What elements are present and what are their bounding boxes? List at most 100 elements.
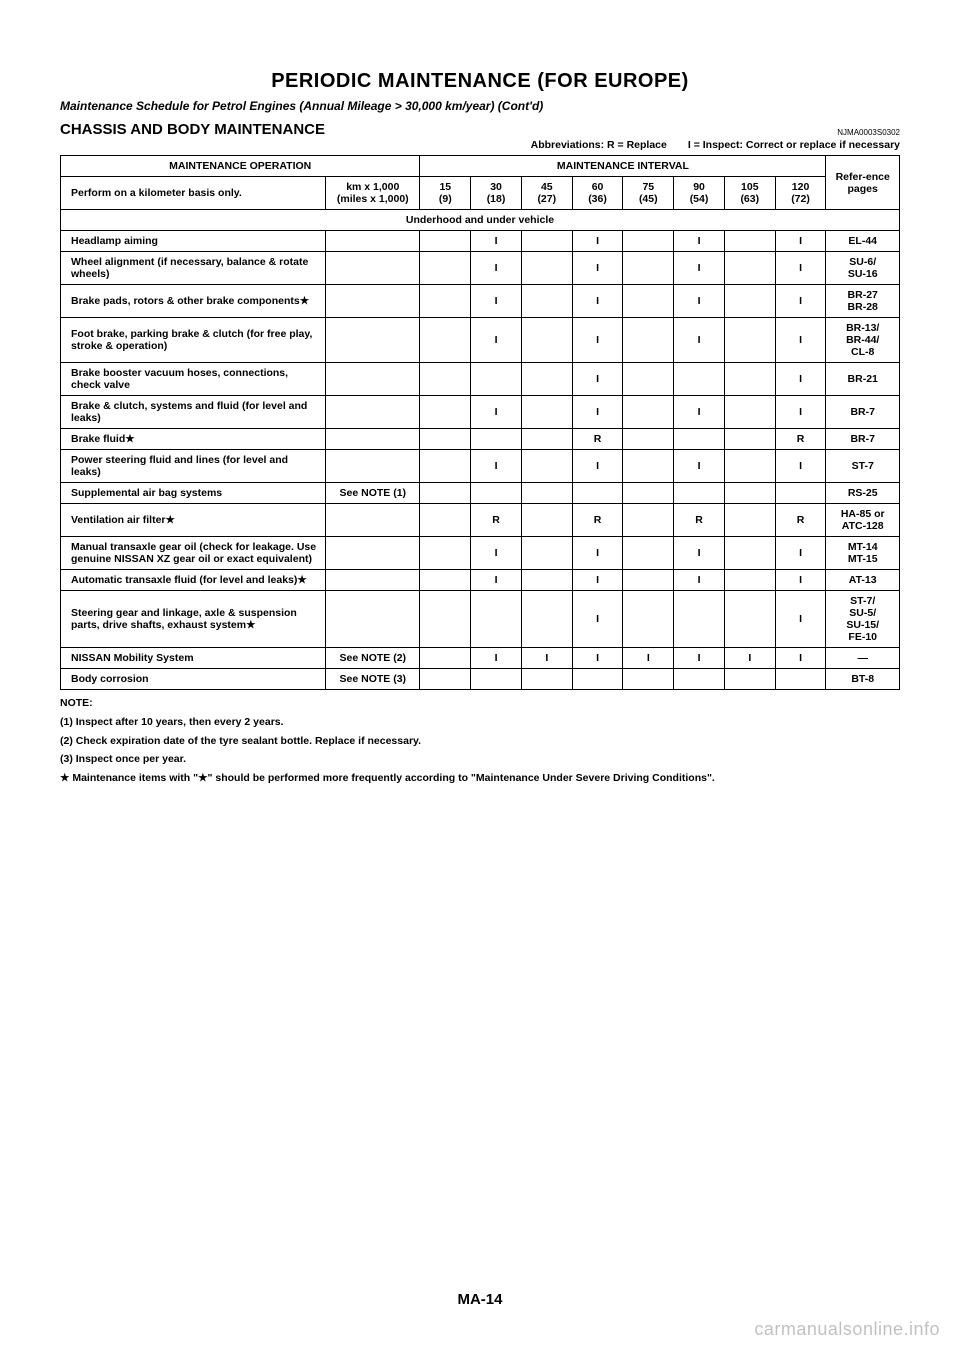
table-row: NISSAN Mobility SystemSee NOTE (2)IIIIII… (61, 648, 900, 669)
cell-interval: R (775, 429, 826, 450)
cell-operation: Brake booster vacuum hoses, connections,… (61, 363, 326, 396)
table-row: Body corrosionSee NOTE (3)BT-8 (61, 669, 900, 690)
cell-unit (326, 318, 420, 363)
cell-interval (471, 429, 522, 450)
table-head: MAINTENANCE OPERATION MAINTENANCE INTERV… (61, 156, 900, 210)
cell-interval (521, 483, 572, 504)
cell-interval (623, 591, 674, 648)
cell-interval: I (674, 252, 725, 285)
col-header-120: 120(72) (775, 177, 826, 210)
cell-interval (623, 504, 674, 537)
notes-title: NOTE: (60, 696, 900, 712)
cell-interval (623, 570, 674, 591)
cell-interval (471, 363, 522, 396)
cell-interval (521, 504, 572, 537)
col-header-unit: km x 1,000 (miles x 1,000) (326, 177, 420, 210)
cell-interval: I (471, 450, 522, 483)
cell-operation: Brake pads, rotors & other brake compone… (61, 285, 326, 318)
cell-interval: I (572, 363, 623, 396)
cell-interval (674, 429, 725, 450)
cell-interval (572, 669, 623, 690)
cell-interval: R (572, 429, 623, 450)
table-row: Wheel alignment (if necessary, balance &… (61, 252, 900, 285)
cell-interval (724, 483, 775, 504)
table-row: Power steering fluid and lines (for leve… (61, 450, 900, 483)
cell-reference: RS-25 (826, 483, 900, 504)
cell-interval: R (674, 504, 725, 537)
cell-reference: BR-21 (826, 363, 900, 396)
main-title: PERIODIC MAINTENANCE (FOR EUROPE) (60, 70, 900, 93)
subtitle: Maintenance Schedule for Petrol Engines … (60, 99, 900, 113)
table-row: Ventilation air filter★RRRRHA-85 or ATC-… (61, 504, 900, 537)
cell-operation: Foot brake, parking brake & clutch (for … (61, 318, 326, 363)
cell-interval: I (674, 648, 725, 669)
cell-interval (420, 252, 471, 285)
cell-operation: Automatic transaxle fluid (for level and… (61, 570, 326, 591)
cell-interval (420, 669, 471, 690)
note-star: ★ Maintenance items with "★" should be p… (60, 771, 900, 787)
cell-interval (623, 537, 674, 570)
cell-interval (420, 537, 471, 570)
cell-interval: I (674, 570, 725, 591)
cell-unit (326, 450, 420, 483)
cell-unit (326, 363, 420, 396)
table-row: Steering gear and linkage, axle & suspen… (61, 591, 900, 648)
cell-interval (623, 318, 674, 363)
cell-interval (724, 669, 775, 690)
cell-operation: Steering gear and linkage, axle & suspen… (61, 591, 326, 648)
cell-interval (420, 363, 471, 396)
table-row: Automatic transaxle fluid (for level and… (61, 570, 900, 591)
cell-reference: MT-14 MT-15 (826, 537, 900, 570)
cell-interval (724, 429, 775, 450)
cell-interval: I (775, 648, 826, 669)
cell-reference: BR-7 (826, 429, 900, 450)
cell-interval: I (471, 570, 522, 591)
col-header-60: 60(36) (572, 177, 623, 210)
cell-reference: BT-8 (826, 669, 900, 690)
col-header-45: 45(27) (521, 177, 572, 210)
cell-interval: I (471, 252, 522, 285)
cell-interval: I (674, 285, 725, 318)
cell-interval (471, 669, 522, 690)
cell-interval: I (572, 450, 623, 483)
cell-interval (724, 591, 775, 648)
cell-interval (623, 450, 674, 483)
cell-interval (623, 285, 674, 318)
cell-interval (521, 285, 572, 318)
cell-interval: I (775, 396, 826, 429)
cell-interval (521, 363, 572, 396)
cell-interval (674, 591, 725, 648)
col-header-75: 75(45) (623, 177, 674, 210)
col-header-30: 30(18) (471, 177, 522, 210)
cell-interval: I (775, 285, 826, 318)
cell-interval: I (471, 396, 522, 429)
cell-operation: Brake fluid★ (61, 429, 326, 450)
cell-operation: Power steering fluid and lines (for leve… (61, 450, 326, 483)
cell-interval (623, 252, 674, 285)
cell-interval: I (674, 396, 725, 429)
cell-interval: I (674, 450, 725, 483)
cell-interval (623, 483, 674, 504)
cell-interval (775, 669, 826, 690)
cell-interval (521, 591, 572, 648)
col-header-90: 90(54) (674, 177, 725, 210)
cell-reference: BR-7 (826, 396, 900, 429)
cell-interval: I (775, 363, 826, 396)
cell-interval (572, 483, 623, 504)
cell-interval: I (623, 648, 674, 669)
table-row: Headlamp aimingIIIIEL-44 (61, 231, 900, 252)
cell-interval (674, 669, 725, 690)
cell-operation: Manual transaxle gear oil (check for lea… (61, 537, 326, 570)
cell-unit (326, 396, 420, 429)
cell-interval (420, 570, 471, 591)
cell-interval (724, 318, 775, 363)
table-body: Underhood and under vehicle Headlamp aim… (61, 210, 900, 690)
cell-interval: I (471, 318, 522, 363)
cell-unit (326, 504, 420, 537)
cell-operation: NISSAN Mobility System (61, 648, 326, 669)
col-header-interval: MAINTENANCE INTERVAL (420, 156, 826, 177)
cell-interval (420, 591, 471, 648)
cell-interval (521, 450, 572, 483)
cell-interval (623, 669, 674, 690)
cell-interval: I (775, 450, 826, 483)
